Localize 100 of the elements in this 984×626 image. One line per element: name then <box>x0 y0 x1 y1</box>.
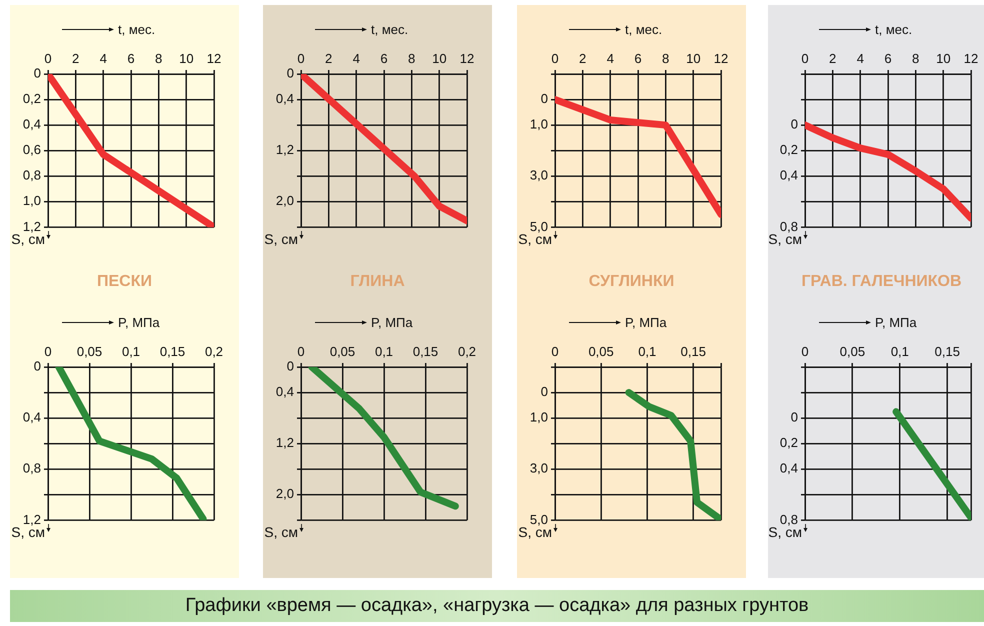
y-tick-label: 0 <box>34 66 41 81</box>
x-tick-label: 0,15 <box>680 344 706 359</box>
x-tick-label: 4 <box>606 50 614 66</box>
x-axis-title: P, МПа <box>371 315 413 330</box>
y-tick-label: 1,0 <box>22 193 41 208</box>
x-axis-title: P, МПа <box>118 315 160 330</box>
y-tick-label: 3,0 <box>530 460 548 476</box>
x-tick-label: 0 <box>297 344 305 359</box>
x-tick-label: 0 <box>44 344 52 359</box>
y-tick-label: 0 <box>790 410 798 425</box>
y-tick-label: 5,0 <box>530 218 548 234</box>
y-tick-label: 0,2 <box>22 91 41 106</box>
x-tick-label: 0,1 <box>638 344 656 359</box>
x-axis-title: t, мес. <box>118 22 156 37</box>
x-tick-label: 12 <box>460 50 474 66</box>
y-tick-label: 2,0 <box>276 486 294 502</box>
y-tick-label: 0 <box>540 91 548 106</box>
x-tick-label: 0,15 <box>934 344 960 359</box>
x-tick-label: 0,05 <box>76 344 102 359</box>
y-tick-label: 0,4 <box>276 384 294 400</box>
y-tick-label: 0,8 <box>22 168 41 183</box>
y-tick-label: 1,2 <box>22 218 41 234</box>
x-tick-label: 2 <box>325 50 332 66</box>
x-tick-label: 10 <box>432 50 447 66</box>
y-tick-label: 1,2 <box>22 512 41 527</box>
y-tick-label: 0 <box>790 116 798 132</box>
x-tick-label: 0,1 <box>890 344 909 359</box>
x-tick-label: 12 <box>714 50 728 66</box>
y-tick-label: 0,4 <box>780 168 798 183</box>
y-tick-label: 2,0 <box>276 193 294 208</box>
y-tick-label: 0 <box>286 358 294 374</box>
y-tick-label: 1,2 <box>276 435 294 450</box>
x-tick-label: 2 <box>829 50 836 66</box>
x-tick-label: 6 <box>127 50 135 66</box>
x-tick-label: 4 <box>100 50 107 66</box>
x-tick-label: 0,2 <box>204 344 224 359</box>
y-tick-label: 0,4 <box>22 410 41 425</box>
y-tick-label: 0,4 <box>276 91 294 106</box>
x-tick-label: 0,1 <box>122 344 140 359</box>
x-tick-label: 0,05 <box>330 344 356 359</box>
x-tick-label: 0 <box>297 50 305 66</box>
x-tick-label: 2 <box>72 50 80 66</box>
x-tick-label: 8 <box>912 50 920 66</box>
x-tick-label: 0,05 <box>840 344 866 359</box>
text: ГЛИНА <box>349 273 406 291</box>
x-tick-label: 0,15 <box>412 344 438 359</box>
x-tick-label: 0 <box>801 50 809 66</box>
y-tick-label: 0,4 <box>780 460 798 476</box>
x-tick-label: 10 <box>686 50 701 66</box>
y-axis-title: S, см <box>264 231 298 247</box>
x-tick-label: 8 <box>408 50 416 66</box>
y-tick-label: 1,2 <box>276 142 294 158</box>
text: ПЕСКИ <box>96 273 153 291</box>
y-tick-label: 0 <box>286 66 294 81</box>
x-tick-label: 10 <box>179 50 194 66</box>
y-tick-label: 0 <box>34 358 41 374</box>
x-tick-label: 0 <box>44 50 52 66</box>
x-axis-title: t, мес. <box>875 22 912 37</box>
x-tick-label: 0 <box>551 344 559 359</box>
text: ГРАВ. ГАЛЕЧНИКОВ <box>800 273 963 291</box>
x-tick-label: 6 <box>634 50 642 66</box>
y-tick-label: 0,6 <box>22 142 41 158</box>
x-axis-title: P, МПа <box>875 315 917 330</box>
y-tick-label: 0,8 <box>780 512 798 527</box>
y-tick-label: 0,8 <box>22 460 41 476</box>
x-tick-label: 12 <box>206 50 222 66</box>
y-axis-title: S, см <box>11 231 45 247</box>
y-tick-label: 0,8 <box>780 218 798 234</box>
x-tick-label: 6 <box>884 50 892 66</box>
y-tick-label: 1,0 <box>530 410 548 425</box>
x-tick-label: 0,1 <box>374 344 394 359</box>
x-tick-label: 8 <box>155 50 162 66</box>
y-tick-label: 0,2 <box>780 142 798 158</box>
y-tick-label: 1,0 <box>530 116 548 132</box>
y-tick-label: 0,2 <box>780 435 798 450</box>
x-tick-label: 0,15 <box>160 344 186 359</box>
y-axis-title: S, см <box>768 524 802 540</box>
x-tick-label: 4 <box>856 50 864 66</box>
x-tick-label: 2 <box>579 50 586 66</box>
x-tick-label: 0,05 <box>588 344 614 359</box>
x-tick-label: 0,2 <box>458 344 476 359</box>
x-axis-title: P, МПа <box>625 315 667 330</box>
y-axis-title: S, см <box>264 524 298 540</box>
y-tick-label: 0,4 <box>22 116 41 132</box>
x-axis-title: t, мес. <box>625 22 662 37</box>
y-tick-label: 5,0 <box>530 512 548 527</box>
text: СУГЛИНКИ <box>588 273 676 291</box>
x-tick-label: 8 <box>662 50 670 66</box>
x-tick-label: 10 <box>936 50 951 66</box>
y-axis-title: S, см <box>518 524 552 540</box>
x-axis-title: t, мес. <box>371 22 408 37</box>
text: Графики «время — осадка», «нагрузка — осадка» для разных грунтов <box>185 595 809 617</box>
x-tick-label: 6 <box>380 50 388 66</box>
y-tick-label: 3,0 <box>530 168 548 183</box>
y-axis-title: S, см <box>11 524 45 540</box>
x-tick-label: 12 <box>964 50 978 66</box>
y-axis-title: S, см <box>518 231 552 247</box>
x-tick-label: 4 <box>352 50 360 66</box>
x-tick-label: 0 <box>801 344 809 359</box>
y-axis-title: S, см <box>768 231 802 247</box>
